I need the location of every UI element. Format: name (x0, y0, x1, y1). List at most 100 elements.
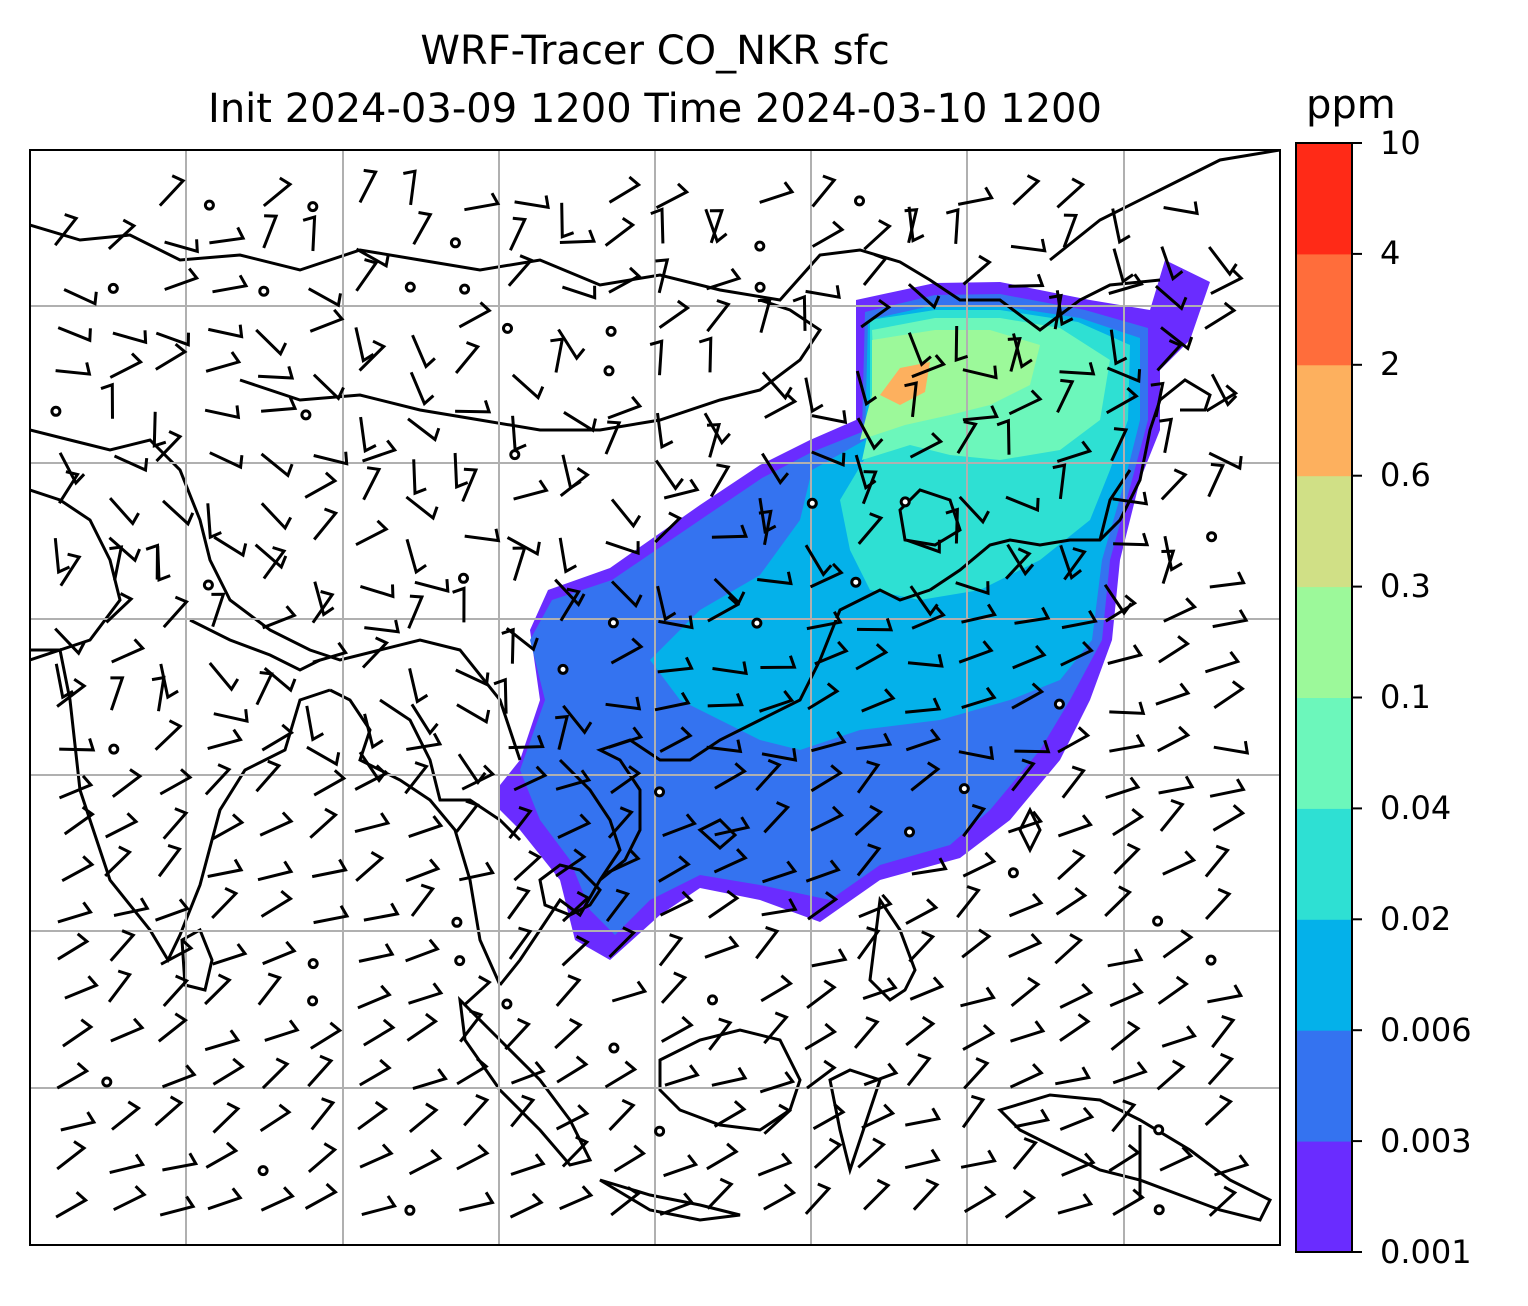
wind-barb-126 (58, 452, 86, 486)
wind-barb-366 (805, 859, 841, 883)
wind-barb-425 (555, 974, 582, 1007)
wind-barb-474 (759, 1071, 796, 1094)
wind-barb-544 (863, 1178, 891, 1211)
wind-barb-280 (1109, 701, 1146, 715)
wind-barb-382 (507, 886, 531, 920)
wind-barb-357 (355, 851, 385, 882)
wind-barb-384 (605, 888, 631, 923)
wind-barb-494 (555, 1104, 590, 1131)
wind-barb-479 (1009, 1063, 1044, 1089)
wind-barb-547 (1004, 1189, 1037, 1219)
coast-philippines (868, 895, 917, 1002)
wind-barb-522 (904, 1148, 941, 1170)
wind-barb-302 (1057, 726, 1091, 754)
wind-barb-490 (357, 1100, 389, 1131)
wind-barb-83 (155, 342, 188, 371)
wind-barb-106 (204, 405, 241, 420)
wind-barb-31 (811, 220, 845, 248)
wind-barb-523 (960, 1149, 997, 1169)
wind-barb-386 (708, 889, 740, 919)
wind-barb-374 (57, 901, 93, 924)
wind-barb-365 (762, 860, 798, 884)
colorbar-segment-7 (1296, 364, 1352, 477)
wind-barb-124 (1150, 381, 1165, 418)
wind-barb-271 (605, 696, 642, 711)
wind-barb-73 (860, 298, 892, 329)
wind-barb-276 (861, 688, 896, 713)
wind-barb-432 (960, 986, 996, 1008)
wind-barb-24 (355, 247, 390, 269)
wind-barb-84 (205, 351, 242, 373)
wind-barb-209 (955, 581, 990, 596)
wind-barb-22 (262, 214, 279, 249)
map-subtitle: Init 2024-03-09 1200 Time 2024-03-10 120… (208, 86, 1102, 132)
wind-barb-159 (559, 467, 590, 497)
wind-barb-330 (162, 807, 189, 840)
wind-barb-143 (956, 420, 978, 454)
wind-barb-168 (1112, 491, 1149, 506)
wind-barb-237 (54, 663, 74, 700)
wind-barb-314 (461, 764, 496, 791)
colorbar-segment-0 (1296, 1141, 1352, 1253)
wind-barb-373 (1204, 844, 1230, 878)
wind-barb-265 (305, 705, 325, 742)
wind-barb-533 (260, 1186, 295, 1212)
wind-barb-182 (605, 540, 640, 556)
wind-barb-521 (857, 1137, 887, 1169)
wind-barb-41 (164, 267, 200, 291)
wind-barb-3 (403, 169, 417, 206)
wind-barb-428 (760, 974, 794, 1003)
wind-barb-98 (962, 365, 998, 380)
wind-barb-201 (512, 546, 527, 581)
coast-bay-of-bengal (329, 688, 502, 986)
wind-barb-57 (1154, 284, 1188, 311)
wind-barb-340 (662, 813, 697, 838)
calm-marker (958, 783, 970, 795)
wind-barb-441 (204, 1029, 241, 1052)
wind-barb-69 (658, 299, 691, 329)
wind-barb-325 (1105, 776, 1141, 800)
wind-barb-451 (763, 1011, 789, 1045)
wind-barb-136 (604, 420, 622, 455)
wind-barb-419 (162, 974, 190, 1008)
wind-barb-541 (706, 1177, 734, 1210)
wind-barb-47 (608, 266, 642, 294)
wind-barb-378 (260, 889, 294, 918)
wind-barb-150 (108, 497, 140, 527)
calm-marker (202, 579, 214, 591)
wind-barb-364 (713, 848, 748, 874)
wind-barb-38 (1160, 246, 1184, 282)
wind-barb-468 (456, 1057, 489, 1086)
wind-barb-39 (1208, 246, 1238, 277)
wind-barb-114 (656, 412, 674, 450)
wind-barb-393 (1055, 887, 1088, 916)
wind-barb-426 (611, 980, 648, 1003)
wind-barb-491 (408, 1102, 439, 1133)
wind-barb-319 (755, 758, 782, 792)
wind-barb-94 (761, 371, 793, 401)
wind-barb-120 (962, 405, 999, 422)
wind-barb-11 (811, 174, 837, 208)
wind-barb-287 (306, 745, 341, 767)
wind-barb-17 (1163, 201, 1199, 216)
wind-barb-477 (906, 1053, 932, 1087)
wind-barb-431 (909, 976, 945, 1001)
wind-barb-130 (260, 452, 294, 478)
wind-barb-138 (706, 422, 722, 458)
wind-barb-19 (107, 218, 137, 251)
wind-barb-42 (212, 274, 249, 294)
calm-marker (1153, 1124, 1165, 1136)
field-layer-6 (880, 362, 930, 405)
wind-barb-456 (1010, 1020, 1046, 1043)
wind-barb-238 (111, 638, 146, 664)
calm-marker (1153, 1204, 1165, 1216)
wind-barb-68 (557, 328, 586, 361)
wind-barb-242 (312, 641, 349, 664)
wind-barb-250 (760, 655, 797, 669)
colorbar-segment-3 (1296, 808, 1352, 920)
wind-barb-520 (813, 1137, 843, 1169)
colorbar-segment-6 (1296, 475, 1352, 588)
wind-barb-549 (1112, 1188, 1145, 1216)
wind-barb-235 (1163, 597, 1198, 623)
wind-barb-119 (904, 381, 918, 418)
